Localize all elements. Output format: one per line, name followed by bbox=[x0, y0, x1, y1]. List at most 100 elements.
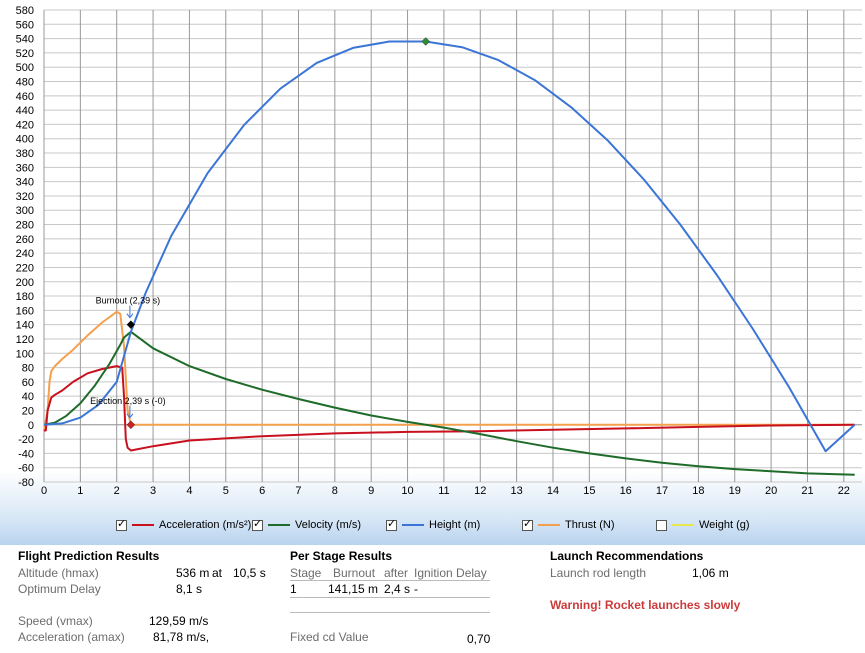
plot-area: -80 -60 -40 -20 0 20 40 60 80 100 120 140 160 180 200 2… bbox=[0, 0, 865, 545]
x-tick-label: 2 bbox=[114, 485, 120, 497]
y-tick-label: 500 bbox=[16, 62, 34, 74]
legend-label-weight: Weight (g) bbox=[699, 519, 750, 531]
y-tick-label: 360 bbox=[16, 162, 34, 174]
x-tick-label: 11 bbox=[438, 485, 449, 497]
results-panel: Flight Prediction Results Altitude (hmax… bbox=[0, 545, 865, 653]
delay-label: Optimum Delay bbox=[18, 582, 101, 596]
y-tick-label: 300 bbox=[16, 205, 34, 217]
acceleration-checkbox[interactable] bbox=[116, 517, 127, 531]
x-tick-label: 19 bbox=[729, 485, 741, 497]
x-tick-label: 22 bbox=[838, 485, 850, 497]
stage-bottom-divider bbox=[290, 612, 490, 613]
x-tick-label: 18 bbox=[692, 485, 704, 497]
stage-row-divider bbox=[290, 597, 490, 598]
weight-checkbox[interactable] bbox=[656, 519, 667, 531]
x-tick-label: 15 bbox=[583, 485, 595, 497]
annotation-label: Burnout (2,39 s) bbox=[96, 296, 161, 306]
x-tick-label: 6 bbox=[259, 485, 265, 497]
x-tick-label: 10 bbox=[401, 485, 413, 497]
series-line-acceleration bbox=[44, 365, 855, 452]
acceleration-swatch-icon bbox=[132, 524, 154, 526]
y-tick-label: 160 bbox=[16, 305, 34, 317]
y-tick-label: 120 bbox=[16, 334, 34, 346]
x-tick-label: 0 bbox=[41, 485, 47, 497]
annotation-marker bbox=[126, 320, 136, 330]
accel-value: 81,78 m/s, bbox=[153, 630, 210, 644]
launch-title: Launch Recommendations bbox=[550, 549, 704, 563]
y-tick-label: 520 bbox=[16, 48, 34, 60]
x-tick-label: 16 bbox=[620, 485, 632, 497]
y-tick-label: 580 bbox=[16, 5, 34, 17]
altitude-label: Altitude (hmax) bbox=[18, 566, 99, 580]
stage-row-burnout: 141,15 m bbox=[328, 582, 379, 596]
y-tick-label: 460 bbox=[16, 91, 34, 103]
y-tick-label: 20 bbox=[22, 405, 34, 417]
stage-row-delay: - bbox=[414, 582, 418, 596]
x-tick-label: 1 bbox=[77, 485, 83, 497]
y-tick-label: 440 bbox=[16, 105, 34, 117]
y-tick-label: 240 bbox=[16, 248, 34, 260]
y-tick-label: 380 bbox=[16, 148, 34, 160]
annotation-arrowhead bbox=[126, 313, 134, 319]
y-tick-label: 60 bbox=[22, 377, 34, 389]
x-tick-label: 5 bbox=[223, 485, 229, 497]
x-tick-label: 13 bbox=[510, 485, 522, 497]
x-tick-label: 3 bbox=[150, 485, 156, 497]
x-tick-label: 12 bbox=[474, 485, 486, 497]
y-tick-label: 140 bbox=[16, 320, 34, 332]
y-tick-label: 480 bbox=[16, 77, 34, 89]
stage-results-title: Per Stage Results bbox=[290, 549, 393, 563]
stage-row-after: 2,4 s bbox=[384, 582, 411, 596]
stage-col-stage: Stage bbox=[290, 566, 322, 580]
flight-results-title: Flight Prediction Results bbox=[18, 549, 160, 563]
annotation-marker bbox=[421, 37, 431, 46]
y-tick-label: -80 bbox=[18, 477, 34, 489]
speed-label: Speed (vmax) bbox=[18, 614, 93, 628]
x-tick-label: 4 bbox=[186, 485, 192, 497]
thrust-swatch-icon bbox=[538, 524, 560, 526]
flight-chart: -80-60-40-200204060801001201401601802002… bbox=[16, 5, 862, 497]
rod-value: 1,06 m bbox=[692, 566, 729, 580]
y-tick-label: 320 bbox=[16, 191, 34, 203]
legend-label-velocity: Velocity (m/s) bbox=[295, 519, 362, 531]
y-tick-label: 200 bbox=[16, 277, 34, 289]
weight-swatch-icon bbox=[672, 524, 694, 526]
y-tick-label: 80 bbox=[22, 363, 34, 375]
legend-item-velocity[interactable]: Velocity (m/s) bbox=[252, 517, 362, 531]
x-tick-label: 20 bbox=[765, 485, 777, 497]
y-tick-label: 560 bbox=[16, 19, 34, 31]
cd-label: Fixed cd Value bbox=[290, 630, 369, 644]
delay-value: 8,1 s bbox=[176, 582, 203, 596]
legend-item-weight[interactable]: Weight (g) bbox=[656, 519, 750, 531]
x-tick-label: 8 bbox=[332, 485, 338, 497]
y-tick-label: 340 bbox=[16, 177, 34, 189]
y-tick-label: 280 bbox=[16, 220, 34, 232]
y-tick-label: 180 bbox=[16, 291, 34, 303]
velocity-swatch-icon bbox=[268, 524, 290, 526]
rod-label: Launch rod length bbox=[550, 566, 647, 580]
legend-item-height[interactable]: Height (m) bbox=[386, 517, 481, 531]
accel-label: Acceleration (amax) bbox=[18, 630, 125, 644]
annotation-marker bbox=[126, 420, 136, 430]
x-tick-label: 14 bbox=[547, 485, 559, 497]
y-tick-label: -40 bbox=[18, 448, 34, 460]
x-tick-label: 17 bbox=[656, 485, 668, 497]
velocity-checkbox[interactable] bbox=[252, 517, 263, 531]
x-tick-label: 9 bbox=[368, 485, 374, 497]
legend-label-thrust: Thrust (N) bbox=[565, 519, 615, 531]
legend-label-acceleration: Acceleration (m/s²) bbox=[159, 519, 252, 531]
legend-item-thrust[interactable]: Thrust (N) bbox=[522, 517, 615, 531]
x-tick-label: 7 bbox=[295, 485, 301, 497]
stage-col-burnout: Burnout bbox=[333, 566, 376, 580]
x-tick-label: 21 bbox=[801, 485, 813, 497]
launch-warning: Warning! Rocket launches slowly bbox=[550, 598, 741, 612]
altitude-value: 536 m bbox=[176, 566, 210, 580]
height-checkbox[interactable] bbox=[386, 517, 397, 531]
y-tick-label: 540 bbox=[16, 34, 34, 46]
altitude-time: 10,5 s bbox=[233, 566, 266, 580]
y-tick-label: 220 bbox=[16, 262, 34, 274]
y-tick-label: 420 bbox=[16, 119, 34, 131]
legend-item-acceleration[interactable]: Acceleration (m/s²) bbox=[116, 517, 252, 531]
thrust-checkbox[interactable] bbox=[522, 517, 533, 531]
legend-label-height: Height (m) bbox=[429, 519, 481, 531]
